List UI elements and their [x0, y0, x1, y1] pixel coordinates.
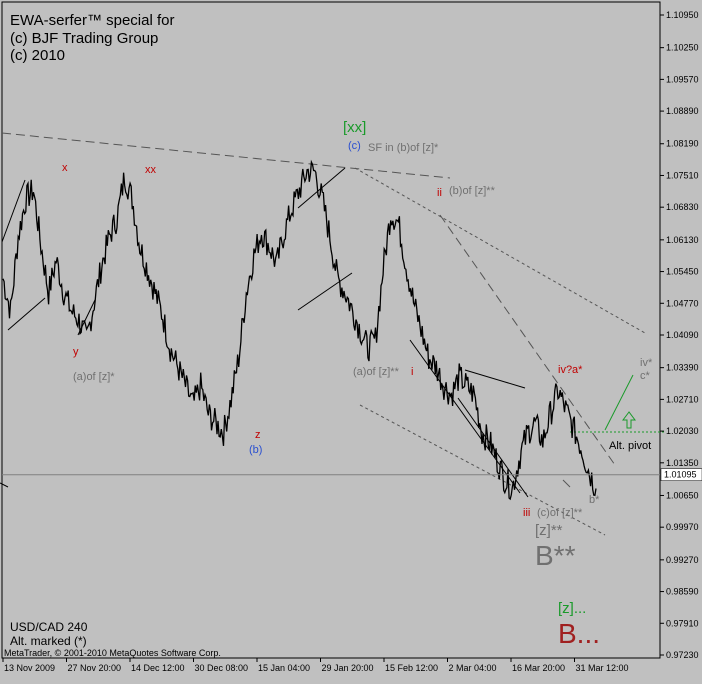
y-tick-label: 1.10250 — [666, 43, 699, 53]
y-tick-label: 1.02030 — [666, 426, 699, 436]
wave-labels: x xx y (a)of [z]* z (b) [xx] (c) SF in (… — [62, 119, 653, 649]
x-tick-label: 13 Nov 2009 — [4, 663, 55, 673]
copyright-text: MetaTrader, © 2001-2010 MetaQuotes Softw… — [4, 648, 221, 658]
x-tick-label: 14 Dec 12:00 — [131, 663, 185, 673]
x-tick-label: 30 Dec 08:00 — [195, 663, 249, 673]
wave-label-z-bracket2: [z]** — [535, 522, 563, 539]
y-tick-label: 1.10950 — [666, 10, 699, 20]
header-line-2: (c) BJF Trading Group — [10, 30, 158, 47]
wave-label-c-of-z2: (c)of [z]** — [537, 507, 583, 519]
y-tick-label: 1.09570 — [666, 74, 699, 84]
wave-label-xx-green: [xx] — [343, 119, 366, 136]
y-tick-label: 1.06130 — [666, 235, 699, 245]
y-tick-label: 0.99970 — [666, 522, 699, 532]
y-tick-label: 0.99270 — [666, 555, 699, 565]
left-channel-bottom — [7, 297, 46, 331]
y-tick-label: 1.04090 — [666, 330, 699, 340]
x-tick-label: 2 Mar 04:00 — [449, 663, 497, 673]
channel-upper-dotted — [354, 167, 646, 334]
wave-label-ii: ii — [437, 187, 442, 199]
channel-lower-dotted — [359, 404, 606, 536]
x-tick-label: 29 Jan 20:00 — [322, 663, 374, 673]
wave-label-a-of-z2: (a)of [z]** — [353, 366, 400, 378]
y-tick-label: 1.02710 — [666, 394, 699, 404]
upper-trendline — [1, 132, 451, 179]
y-tick-label: 1.01350 — [666, 458, 699, 468]
wave-label-b-star: b* — [589, 494, 600, 506]
wave-label-z-green: [z]... — [558, 600, 586, 617]
alt-pivot-label: Alt. pivot — [609, 440, 651, 452]
wave-label-big-b2: B** — [535, 540, 576, 571]
left-channel-top — [1, 179, 26, 243]
x-axis: 13 Nov 2009 27 Nov 20:00 14 Dec 12:00 30 De… — [2, 658, 629, 673]
wave-label-b-blue: (b) — [249, 444, 262, 456]
wave-label-iv-star: iv* — [640, 357, 653, 369]
y-tick-label: 1.08890 — [666, 106, 699, 116]
y-leg-line — [77, 299, 96, 336]
wave-label-iv: iv?a* — [558, 364, 583, 376]
wave-iv-top-line — [464, 369, 526, 389]
wave-label-a-of-z: (a)of [z]* — [73, 371, 115, 383]
wave-label-sf-in: SF in (b)of [z]* — [368, 142, 439, 154]
wave-label-i: i — [411, 366, 413, 378]
y-tick-label: 1.06830 — [666, 202, 699, 212]
y-tick-label: 1.07510 — [666, 170, 699, 180]
wave-label-xx: xx — [145, 164, 157, 176]
x-tick-label: 15 Feb 12:00 — [385, 663, 438, 673]
y-tick-label: 1.00650 — [666, 490, 699, 500]
x-tick-label: 31 Mar 12:00 — [576, 663, 629, 673]
left-edge-tick — [0, 482, 9, 488]
channel-dashed — [439, 214, 616, 466]
rise-channel-bottom — [297, 272, 353, 311]
wave-label-z: z — [255, 429, 261, 441]
wave-label-y: y — [73, 346, 79, 358]
x-tick-label: 15 Jan 04:00 — [258, 663, 310, 673]
wave-label-iii: iii — [523, 507, 530, 519]
y-tick-label: 0.98590 — [666, 587, 699, 597]
y-tick-label: 1.05450 — [666, 267, 699, 277]
y-tick-label: 1.03390 — [666, 363, 699, 373]
wave-label-big-b: B... — [558, 618, 600, 649]
alt-pivot-projection — [570, 374, 665, 433]
wave-label-b-of-z2: (b)of [z]** — [449, 185, 496, 197]
y-tick-label: 0.97910 — [666, 618, 699, 628]
small-marker — [562, 479, 571, 488]
y-tick-label: 0.97230 — [666, 650, 699, 660]
current-price-value: 1.01095 — [664, 470, 697, 480]
x-tick-label: 27 Nov 20:00 — [68, 663, 122, 673]
wave-label-c-blue: (c) — [348, 140, 361, 152]
y-tick-label: 1.08190 — [666, 139, 699, 149]
header-line-1: EWA-serfer™ special for — [10, 12, 174, 29]
current-price-marker — [660, 468, 702, 481]
wave-label-c-star: c* — [640, 370, 651, 382]
price-series-line — [2, 159, 597, 501]
y-tick-label: 1.04770 — [666, 298, 699, 308]
symbol-label: USD/CAD 240 — [10, 620, 88, 634]
projection-line — [604, 374, 634, 431]
x-tick-label: 16 Mar 20:00 — [512, 663, 565, 673]
alt-marked-note: Alt. marked (*) — [10, 634, 87, 648]
header-line-3: (c) 2010 — [10, 47, 65, 64]
plot-frame — [1, 1, 661, 659]
y-axis: 1.10950 1.10250 1.09570 1.08890 1.08190 1.075… — [660, 10, 699, 660]
wave-label-x: x — [62, 162, 68, 174]
up-arrow-icon — [622, 411, 636, 429]
current-price-box: 1.01095 — [660, 468, 702, 481]
